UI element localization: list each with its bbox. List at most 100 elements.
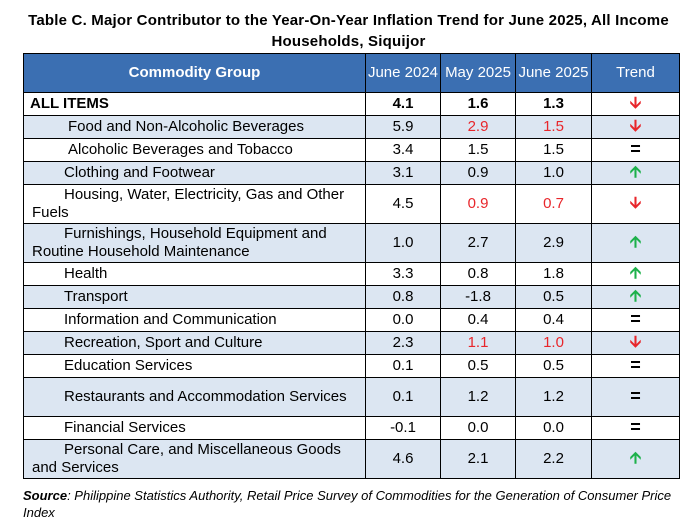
row-june-2024: 0.8 <box>365 285 441 309</box>
row-june-2025: 0.0 <box>515 416 592 440</box>
table-row: Housing, Water, Electricity, Gas and Oth… <box>23 184 680 224</box>
up-arrow-icon: 🡩 <box>629 288 642 305</box>
row-june-2025: 1.0 <box>515 161 592 185</box>
table-row: Alcoholic Beverages and Tobacco 3.4 1.5 … <box>23 138 680 162</box>
row-trend: 🡩 <box>591 285 680 309</box>
row-trend: = <box>591 377 680 417</box>
up-arrow-icon: 🡩 <box>629 450 642 467</box>
row-june-2025: 0.5 <box>515 354 592 378</box>
equal-icon: = <box>630 354 641 375</box>
row-name-label: Housing, Water, Electricity, Gas and Oth… <box>32 186 345 221</box>
row-trend: 🡩 <box>591 439 680 479</box>
row-june-2024: 5.9 <box>365 115 441 139</box>
row-june-2024: 0.1 <box>365 377 441 417</box>
row-name-label: Alcoholic Beverages and Tobacco <box>68 141 293 158</box>
row-trend: 🡫 <box>591 184 680 224</box>
source-label: Source <box>23 488 68 503</box>
row-trend: 🡫 <box>591 92 680 116</box>
row-may-2025: 2.9 <box>440 115 516 139</box>
up-arrow-icon: 🡩 <box>629 265 642 282</box>
row-may-2025: 0.9 <box>440 184 516 224</box>
up-arrow-icon: 🡩 <box>629 164 642 181</box>
row-name-label: Transport <box>64 288 128 305</box>
row-june-2024: 3.3 <box>365 262 441 286</box>
header-commodity-group: Commodity Group <box>23 53 366 93</box>
source-text: : Philippine Statistics Authority, Retai… <box>23 488 672 520</box>
source-note: Source: Philippine Statistics Authority,… <box>23 487 679 521</box>
row-name: Health <box>23 262 366 286</box>
row-may-2025: 0.8 <box>440 262 516 286</box>
row-june-2025: 1.5 <box>515 115 592 139</box>
row-name: Recreation, Sport and Culture <box>23 331 366 355</box>
row-trend: 🡩 <box>591 262 680 286</box>
row-june-2025: 1.3 <box>515 92 592 116</box>
row-name-label: Furnishings, Household Equipment and Rou… <box>32 225 327 260</box>
row-june-2025: 2.2 <box>515 439 592 479</box>
row-may-2025: 0.4 <box>440 308 516 332</box>
down-arrow-icon: 🡫 <box>629 95 642 112</box>
row-may-2025: -1.8 <box>440 285 516 309</box>
table-row: Financial Services -0.1 0.0 0.0 = <box>23 416 680 440</box>
equal-icon: = <box>630 385 641 406</box>
row-name-label: Recreation, Sport and Culture <box>64 334 263 351</box>
up-arrow-icon: 🡩 <box>629 234 642 251</box>
row-name-label: Health <box>64 265 108 282</box>
row-june-2024: 0.1 <box>365 354 441 378</box>
row-trend: 🡩 <box>591 161 680 185</box>
header-june-2025: June 2025 <box>515 53 592 93</box>
row-trend: 🡫 <box>591 115 680 139</box>
table-title: Table C. Major Contributor to the Year-O… <box>28 12 669 50</box>
equal-icon: = <box>630 416 641 437</box>
row-name: Furnishings, Household Equipment and Rou… <box>23 223 366 263</box>
row-name: Restaurants and Accommodation Services <box>23 377 366 417</box>
row-june-2024: 4.6 <box>365 439 441 479</box>
row-june-2025: 1.8 <box>515 262 592 286</box>
equal-icon: = <box>630 308 641 329</box>
row-may-2025: 0.9 <box>440 161 516 185</box>
row-name-label: Restaurants and Accommodation Services <box>64 388 347 405</box>
row-june-2025: 1.5 <box>515 138 592 162</box>
table-row: Information and Communication 0.0 0.4 0.… <box>23 308 680 332</box>
row-name: Personal Care, and Miscellaneous Goods a… <box>23 439 366 479</box>
row-name: Education Services <box>23 354 366 378</box>
row-june-2024: 2.3 <box>365 331 441 355</box>
row-may-2025: 0.0 <box>440 416 516 440</box>
row-june-2025: 1.2 <box>515 377 592 417</box>
inflation-table: Commodity Group June 2024 May 2025 June … <box>23 53 680 479</box>
row-name: Alcoholic Beverages and Tobacco <box>23 138 366 162</box>
row-name-label: Food and Non-Alcoholic Beverages <box>68 118 304 135</box>
row-name: Transport <box>23 285 366 309</box>
row-may-2025: 1.5 <box>440 138 516 162</box>
row-name: ALL ITEMS <box>23 92 366 116</box>
table-row: ALL ITEMS 4.1 1.6 1.3 🡫 <box>23 92 680 116</box>
row-june-2025: 0.5 <box>515 285 592 309</box>
down-arrow-icon: 🡫 <box>629 118 642 135</box>
table-row: Health 3.3 0.8 1.8 🡩 <box>23 262 680 286</box>
row-june-2024: 4.1 <box>365 92 441 116</box>
row-june-2024: 1.0 <box>365 223 441 263</box>
table-row: Recreation, Sport and Culture 2.3 1.1 1.… <box>23 331 680 355</box>
equal-icon: = <box>630 138 641 159</box>
row-name: Housing, Water, Electricity, Gas and Oth… <box>23 184 366 224</box>
row-june-2024: 4.5 <box>365 184 441 224</box>
row-name-label: Personal Care, and Miscellaneous Goods a… <box>32 441 341 476</box>
down-arrow-icon: 🡫 <box>629 195 642 212</box>
row-name-label: Financial Services <box>64 419 186 436</box>
row-june-2025: 2.9 <box>515 223 592 263</box>
row-name-label: Clothing and Footwear <box>64 164 215 181</box>
row-june-2024: -0.1 <box>365 416 441 440</box>
row-name: Information and Communication <box>23 308 366 332</box>
row-trend: 🡩 <box>591 223 680 263</box>
row-name: Food and Non-Alcoholic Beverages <box>23 115 366 139</box>
row-may-2025: 1.1 <box>440 331 516 355</box>
row-may-2025: 1.6 <box>440 92 516 116</box>
header-june-2024: June 2024 <box>365 53 441 93</box>
table-row: Food and Non-Alcoholic Beverages 5.9 2.9… <box>23 115 680 139</box>
row-trend: = <box>591 138 680 162</box>
row-june-2025: 1.0 <box>515 331 592 355</box>
row-june-2024: 3.4 <box>365 138 441 162</box>
table-row: Furnishings, Household Equipment and Rou… <box>23 223 680 263</box>
row-june-2025: 0.7 <box>515 184 592 224</box>
row-name: Clothing and Footwear <box>23 161 366 185</box>
row-name-label: Information and Communication <box>64 311 277 328</box>
